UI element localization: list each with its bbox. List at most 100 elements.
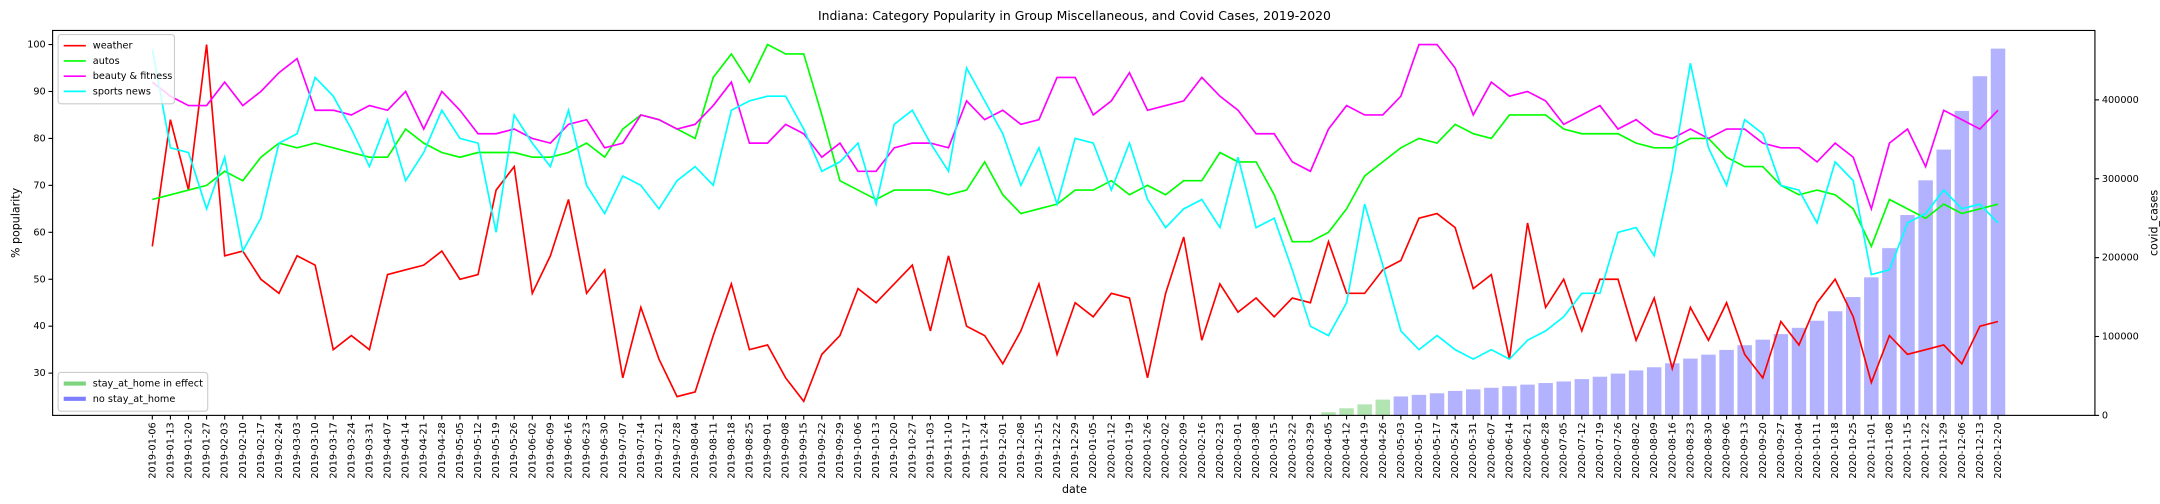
x-tick-label: 2019-07-28 [672, 422, 683, 478]
x-tick-label: 2020-08-23 [1685, 422, 1696, 478]
x-tick-label: 2019-08-04 [690, 422, 701, 478]
bar [1665, 363, 1680, 416]
bar [1809, 320, 1825, 416]
bar [1321, 412, 1336, 416]
x-tick-label: 2019-02-10 [238, 422, 249, 478]
legend-box [57, 34, 176, 105]
bar [1375, 399, 1391, 416]
y-tick-label: 60 [33, 227, 45, 238]
bar [1574, 379, 1590, 416]
x-tick-label: 2020-03-15 [1269, 422, 1280, 478]
x-tick-label: 2019-01-27 [202, 422, 213, 478]
bar [1827, 311, 1843, 416]
x-tick-label: 2019-09-08 [781, 422, 792, 478]
x-tick-label: 2019-02-03 [220, 422, 231, 478]
bar [1628, 370, 1644, 416]
bar [1447, 390, 1463, 416]
x-tick-label: 2020-09-06 [1722, 422, 1733, 478]
bar [1556, 381, 1571, 416]
legend-label: autos [93, 56, 120, 67]
y-tick-label: 40 [33, 321, 45, 332]
x-tick-label: 2019-05-26 [509, 422, 520, 478]
x-tick-label: 2020-03-08 [1251, 422, 1262, 478]
x-tick-label: 2019-12-29 [1070, 422, 1081, 478]
x-tick-label: 2019-04-21 [419, 422, 430, 478]
bar [1683, 358, 1698, 416]
x-tick-label: 2019-01-13 [165, 422, 176, 478]
legend-label: weather [93, 41, 133, 52]
x-tick-label: 2020-08-16 [1667, 422, 1678, 478]
x-tick-label: 2020-08-09 [1649, 422, 1660, 478]
bar [1719, 349, 1734, 416]
line-series [151, 49, 1999, 361]
x-tick-label: 2019-11-24 [980, 422, 991, 478]
x-tick-label: 2020-07-12 [1577, 422, 1588, 478]
bar [1339, 408, 1354, 416]
bar [1538, 383, 1553, 416]
x-tick-label: 2019-02-24 [274, 422, 285, 478]
x-tick-label: 2020-10-04 [1794, 422, 1805, 478]
bar [1972, 76, 1988, 416]
x-tick-label: 2020-04-19 [1360, 422, 1371, 478]
x-tick-label: 2020-04-26 [1378, 422, 1389, 478]
x-tick-label: 2019-12-22 [1052, 422, 1063, 478]
x-tick-label: 2020-09-27 [1776, 422, 1787, 478]
bar [1900, 215, 1915, 416]
x-tick-label: 2019-03-17 [328, 422, 339, 478]
y2-axis-label: covid_cases [2147, 190, 2160, 256]
x-tick-label: 2019-08-25 [744, 422, 755, 478]
x-tick-label: 2019-07-14 [636, 422, 647, 478]
x-tick-label: 2019-09-01 [763, 422, 774, 478]
x-tick-label: 2019-01-06 [147, 422, 158, 478]
x-tick-label: 2019-06-16 [563, 422, 574, 478]
x-tick-label: 2019-02-17 [256, 422, 267, 478]
bar [1864, 277, 1879, 416]
bar [1429, 393, 1445, 416]
bar [1846, 297, 1861, 416]
x-tick-label: 2019-03-03 [292, 422, 303, 478]
x-tick-label: 2020-09-20 [1758, 422, 1769, 478]
x-tick-label: 2020-11-08 [1884, 422, 1895, 478]
x-tick-label: 2020-11-29 [1939, 422, 1950, 478]
x-tick-label: 2019-06-23 [582, 422, 593, 478]
x-tick-label: 2020-11-01 [1866, 422, 1877, 478]
x-tick-label: 2019-11-03 [925, 422, 936, 478]
x-tick-label: 2020-12-06 [1957, 422, 1968, 478]
x-tick-label: 2020-03-22 [1287, 422, 1298, 478]
y-axis-label: % popularity [10, 187, 23, 258]
x-tick-label: 2019-08-11 [708, 422, 719, 478]
bar [1484, 387, 1499, 416]
x-tick-label: 2019-11-17 [962, 422, 973, 478]
x-tick-label: 2020-06-07 [1486, 422, 1497, 478]
bar [1610, 373, 1626, 416]
bar [1791, 327, 1807, 416]
y-tick-label: 50 [33, 274, 45, 285]
plot-frame [52, 29, 2096, 416]
x-tick-label: 2020-07-05 [1559, 422, 1570, 478]
x-tick-label: 2020-07-19 [1595, 422, 1606, 478]
x-tick-label: 2020-05-31 [1468, 422, 1479, 478]
x-tick-label: 2020-06-28 [1541, 422, 1552, 478]
x-tick-label: 2020-02-02 [1161, 422, 1172, 478]
x-tick-label: 2020-05-17 [1432, 422, 1443, 478]
x-tick-label: 2020-06-21 [1523, 422, 1534, 478]
bar [1990, 48, 2006, 416]
x-tick-label: 2020-03-01 [1233, 422, 1244, 478]
bar [1411, 394, 1427, 416]
legend-label: no stay_at_home [93, 394, 176, 405]
line-series [151, 44, 1999, 403]
bar [1592, 376, 1608, 416]
y2-tick-label: 200000 [2102, 253, 2139, 264]
x-tick-label: 2020-02-09 [1179, 422, 1190, 478]
x-tick-label: 2019-09-29 [835, 422, 846, 478]
y2-tick-label: 300000 [2102, 174, 2139, 185]
x-tick-label: 2019-05-05 [455, 422, 466, 478]
x-tick-label: 2020-03-29 [1305, 422, 1316, 478]
x-tick-label: 2019-03-31 [364, 422, 375, 478]
bar [1918, 180, 1933, 416]
x-axis-label: date [1062, 483, 1087, 496]
x-tick-label: 2019-05-19 [491, 422, 502, 478]
y2-tick-label: 400000 [2102, 95, 2139, 106]
y-tick-label: 70 [33, 180, 45, 191]
x-tick-label: 2020-08-30 [1703, 422, 1714, 478]
